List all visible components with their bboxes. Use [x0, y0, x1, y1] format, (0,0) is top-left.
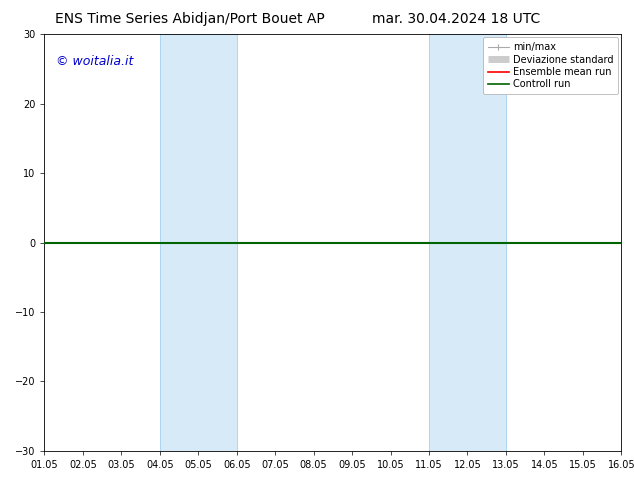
Text: © woitalia.it: © woitalia.it [56, 55, 133, 68]
Text: ENS Time Series Abidjan/Port Bouet AP: ENS Time Series Abidjan/Port Bouet AP [55, 12, 325, 26]
Bar [160, 34, 236, 451]
Legend: min/max, Deviazione standard, Ensemble mean run, Controll run: min/max, Deviazione standard, Ensemble m… [483, 37, 618, 94]
Bar [429, 34, 506, 451]
Text: mar. 30.04.2024 18 UTC: mar. 30.04.2024 18 UTC [372, 12, 541, 26]
